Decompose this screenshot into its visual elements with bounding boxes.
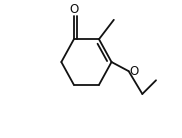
Text: O: O [69, 3, 78, 16]
Text: O: O [129, 65, 139, 78]
